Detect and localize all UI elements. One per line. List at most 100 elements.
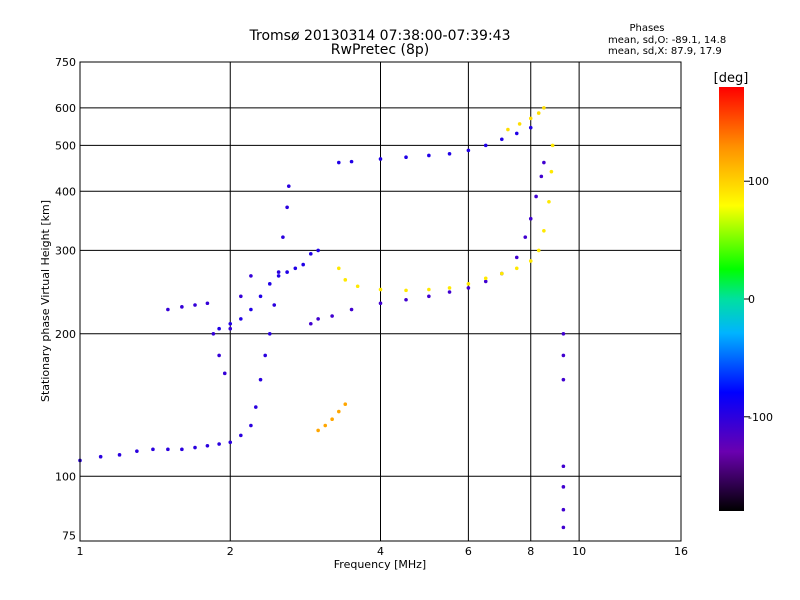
data-point-3-3 <box>349 307 354 312</box>
data-point-3-7 <box>447 290 452 294</box>
y-axis-label: Stationary phase Virtual Height [km] <box>39 200 52 402</box>
x-axis-ticks: 1 2 4 6 8 10 16 <box>77 545 689 558</box>
data-point-0-7 <box>193 445 197 450</box>
y-tick-label-200: 200 <box>55 328 76 341</box>
data-point-2-3 <box>205 301 210 306</box>
data-point-5-0 <box>337 160 341 165</box>
data-point-8-5 <box>561 507 566 512</box>
data-point-1-8 <box>293 266 298 271</box>
x-tick-label-1: 1 <box>77 545 84 558</box>
data-point-0-9 <box>217 442 221 446</box>
data-point-4-5 <box>427 287 431 292</box>
data-point-1-2 <box>239 317 243 321</box>
data-point-2-7 <box>228 326 233 331</box>
stats-o-mode: mean, sd,O: -89.1, 14.8 <box>608 35 726 46</box>
data-point-5-9 <box>514 131 519 136</box>
y-tick-label-600: 600 <box>55 102 76 115</box>
chart-title-line2: RwPretec (8p) <box>331 42 429 58</box>
y-tick-label-500: 500 <box>55 139 76 152</box>
data-point-3-8 <box>466 286 471 290</box>
data-point-5-1 <box>349 159 354 164</box>
data-point-4-0 <box>337 266 341 271</box>
data-point-3-9 <box>483 279 488 284</box>
data-point-7-3 <box>337 409 341 414</box>
data-point-3-2 <box>330 314 334 318</box>
data-point-0-8 <box>205 443 210 448</box>
colorbar-ticks: 100 0 -100 <box>744 175 773 424</box>
data-point-3-16 <box>542 160 546 165</box>
data-point-4-16 <box>550 143 555 148</box>
data-point-2-2 <box>193 303 197 307</box>
data-point-2-6 <box>222 371 227 376</box>
data-point-2-1 <box>180 305 184 309</box>
data-point-8-1 <box>561 353 566 358</box>
data-point-6-4 <box>542 106 546 110</box>
stats-heading: Phases <box>629 23 664 34</box>
data-point-4-14 <box>547 199 551 204</box>
y-tick-label-750: 750 <box>55 56 76 69</box>
data-point-4-8 <box>483 276 488 281</box>
data-point-1-0 <box>217 326 221 331</box>
colorbar-label: [deg] <box>714 71 749 86</box>
data-point-3-15 <box>539 174 544 179</box>
y-tick-label-100: 100 <box>55 470 76 483</box>
data-point-5-3 <box>404 155 408 160</box>
data-point-7-2 <box>330 417 334 422</box>
x-tick-label-6: 6 <box>465 545 472 558</box>
data-point-5-7 <box>483 143 488 148</box>
x-axis-label: Frequency [MHz] <box>334 558 426 571</box>
data-point-4-10 <box>514 266 519 271</box>
data-point-1-11 <box>316 248 320 253</box>
data-point-3-1 <box>316 317 320 321</box>
data-point-3-0 <box>308 321 313 326</box>
colorbar-tick-label-100: 100 <box>748 175 769 188</box>
data-point-4-6 <box>447 286 452 290</box>
data-point-3-6 <box>427 294 431 299</box>
x-tick-label-10: 10 <box>572 545 586 558</box>
y-tick-label-400: 400 <box>55 185 76 198</box>
data-point-6-3 <box>536 111 541 115</box>
data-point-0-14 <box>258 377 263 382</box>
data-points <box>78 106 566 530</box>
colorbar-tick-label--100: -100 <box>748 411 773 424</box>
x-tick-label-4: 4 <box>377 545 384 558</box>
data-point-6-2 <box>528 116 533 121</box>
data-point-8-0 <box>561 331 566 336</box>
grid-lines <box>80 62 681 541</box>
y-axis-ticks: 75 100 200 300 400 500 600 750 <box>55 56 76 542</box>
data-point-4-9 <box>500 271 504 276</box>
data-point-0-20 <box>285 205 289 210</box>
data-point-1-1 <box>228 321 233 326</box>
data-point-4-7 <box>466 282 471 286</box>
data-point-4-3 <box>378 287 383 292</box>
data-point-0-15 <box>263 353 268 358</box>
data-point-0-10 <box>228 440 233 445</box>
data-point-3-4 <box>378 301 383 306</box>
x-tick-label-8: 8 <box>527 545 534 558</box>
data-point-3-5 <box>404 297 408 302</box>
data-point-3-13 <box>528 216 533 221</box>
data-point-3-14 <box>534 194 538 199</box>
data-point-0-1 <box>98 454 103 459</box>
data-point-7-4 <box>343 402 348 406</box>
data-point-0-3 <box>135 449 139 453</box>
y-tick-label-75: 75 <box>62 529 76 542</box>
x-tick-label-16: 16 <box>674 545 688 558</box>
data-point-4-1 <box>343 278 348 282</box>
data-point-0-19 <box>281 235 285 239</box>
data-point-0-13 <box>253 405 258 409</box>
data-point-8-4 <box>561 485 566 489</box>
data-point-0-16 <box>267 331 272 336</box>
data-point-3-12 <box>523 235 528 239</box>
data-point-8-6 <box>561 525 566 530</box>
data-point-0-2 <box>117 453 122 457</box>
data-point-7-1 <box>323 423 328 428</box>
data-point-6-0 <box>506 127 510 132</box>
data-point-0-6 <box>180 447 184 452</box>
data-point-0-12 <box>249 423 253 428</box>
data-point-5-2 <box>378 157 383 161</box>
data-point-1-6 <box>276 274 281 278</box>
colorbar-tick-label-0: 0 <box>748 293 755 306</box>
data-point-4-13 <box>542 229 546 233</box>
